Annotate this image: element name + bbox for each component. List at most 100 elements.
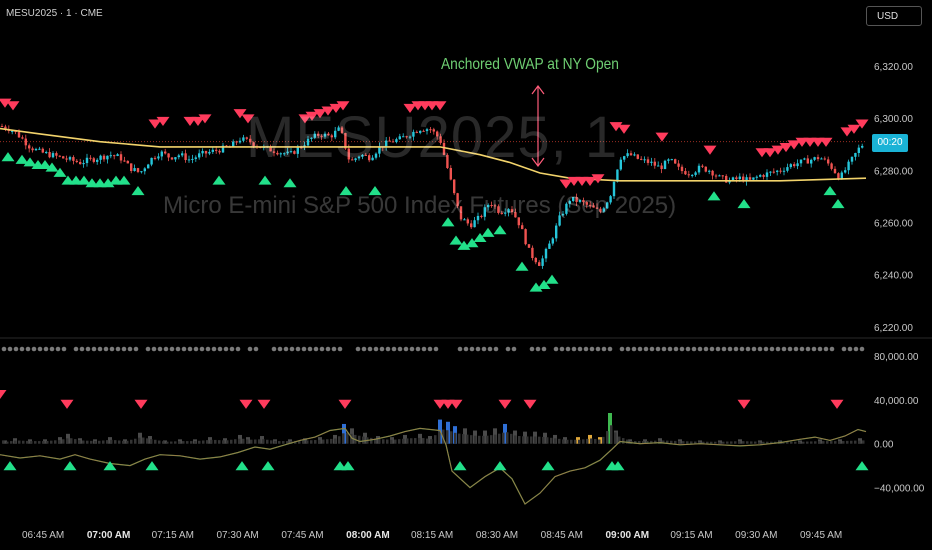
- candle-body: [623, 156, 626, 160]
- status-dot: [115, 346, 121, 352]
- volume-bar: [186, 441, 189, 444]
- candle-body: [276, 152, 279, 155]
- buy-signal-marker: [45, 162, 59, 172]
- status-dot: [631, 346, 637, 352]
- oscillator-buy-marker: [145, 461, 159, 471]
- sell-signal-marker: [241, 114, 255, 124]
- candle-body: [415, 131, 418, 133]
- candle-body: [500, 212, 503, 214]
- volume-bar: [523, 431, 527, 444]
- candle-body: [45, 152, 48, 154]
- candle-body: [861, 145, 864, 148]
- volume-bar: [222, 440, 225, 444]
- status-dot: [331, 346, 337, 352]
- volume-bar: [262, 439, 265, 444]
- candle-body: [364, 154, 367, 156]
- status-dot: [853, 346, 859, 352]
- candle-body: [718, 175, 721, 177]
- candle-body: [361, 154, 364, 157]
- volume-bar: [202, 440, 205, 444]
- currency-selector[interactable]: USD: [866, 6, 922, 26]
- candle-body: [116, 154, 119, 157]
- candle-body: [674, 159, 677, 164]
- candle-body: [742, 176, 745, 182]
- status-dot: [217, 346, 223, 352]
- candle-body: [140, 171, 143, 173]
- time-tick-label: 07:45 AM: [281, 530, 323, 541]
- buy-signal-marker: [53, 167, 67, 177]
- time-tick-label: 07:00 AM: [87, 530, 131, 541]
- volume-bar: [403, 434, 407, 444]
- candle-body: [296, 147, 299, 154]
- candle-body: [55, 153, 58, 156]
- volume-bar: [390, 439, 393, 444]
- volume-bar: [90, 440, 93, 444]
- candle-body: [561, 213, 565, 216]
- status-dot: [703, 346, 709, 352]
- volume-bar: [426, 438, 429, 444]
- volume-bar: [190, 441, 193, 444]
- candle-body: [92, 158, 95, 162]
- status-dot: [421, 346, 427, 352]
- candle-body: [704, 166, 707, 172]
- candle-body: [181, 153, 184, 156]
- status-dot: [841, 346, 847, 352]
- status-dot: [757, 346, 763, 352]
- oscillator-buy-marker: [493, 461, 507, 471]
- status-dot: [727, 346, 733, 352]
- status-dot: [355, 346, 361, 352]
- status-dot: [109, 346, 115, 352]
- volume-bar: [782, 441, 785, 444]
- candle-body: [612, 181, 616, 197]
- status-dot: [469, 346, 475, 352]
- candle-body: [510, 209, 514, 213]
- candle-body: [568, 200, 571, 204]
- candle-body: [242, 137, 245, 141]
- status-dot: [655, 346, 661, 352]
- candle-body: [793, 164, 796, 167]
- volume-bar: [282, 441, 285, 444]
- candle-body: [446, 154, 449, 169]
- status-dot: [43, 346, 49, 352]
- time-tick-label: 08:30 AM: [476, 530, 518, 541]
- candle-body: [109, 155, 112, 157]
- status-dot: [571, 346, 577, 352]
- candle-body: [395, 139, 398, 143]
- candle-body: [14, 130, 17, 133]
- candle-body: [456, 193, 459, 207]
- status-dot: [253, 346, 259, 352]
- volume-bar: [206, 440, 209, 444]
- candle-body: [575, 197, 578, 202]
- volume-bar: [526, 436, 529, 444]
- status-dot: [733, 346, 739, 352]
- candle-body: [830, 163, 833, 169]
- volume-bar: [694, 441, 697, 444]
- volume-bar: [303, 438, 307, 444]
- candle-body: [102, 155, 106, 160]
- status-dot: [577, 346, 583, 352]
- status-dot: [301, 346, 307, 352]
- candle-body: [667, 159, 670, 161]
- volume-bar: [10, 441, 13, 444]
- candle-body: [306, 138, 310, 146]
- volume-bar: [22, 440, 25, 444]
- candle-body: [147, 164, 150, 169]
- annotation-arrow: [531, 85, 545, 167]
- status-dot: [91, 346, 97, 352]
- candle-body: [0, 126, 4, 128]
- candle-body: [412, 131, 415, 137]
- candle-body: [769, 171, 772, 173]
- status-dot: [541, 346, 547, 352]
- status-dot: [337, 346, 343, 352]
- volume-bar: [822, 441, 825, 444]
- candle-body: [21, 137, 24, 139]
- candle-body: [24, 138, 27, 146]
- sell-signal-marker: [583, 176, 597, 186]
- candle-body: [789, 164, 792, 168]
- status-dot: [535, 346, 541, 352]
- sell-signal-marker: [703, 145, 717, 155]
- candle-body: [589, 204, 592, 206]
- candle-body: [837, 173, 840, 180]
- status-dot: [55, 346, 61, 352]
